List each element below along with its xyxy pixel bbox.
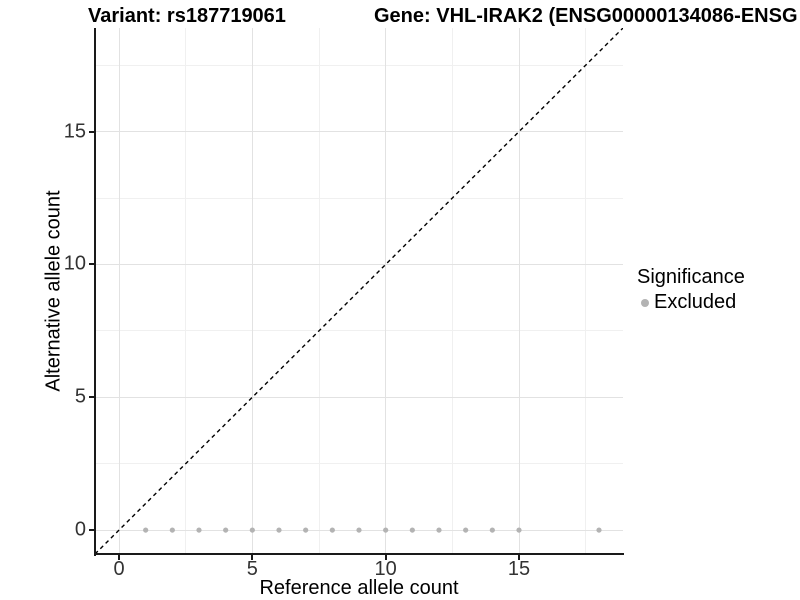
gridline-minor-horizontal [95,330,623,332]
x-axis-tick [518,555,520,560]
data-point [143,527,149,533]
gridline-major-vertical [118,28,120,554]
x-axis-title: Reference allele count [259,577,459,599]
data-point [383,527,389,533]
gridline-major-vertical [385,28,387,554]
legend: Significance Excluded [637,266,745,314]
y-axis-tick [89,130,94,133]
data-point [329,527,335,533]
data-point [196,527,202,533]
data-point [169,527,175,533]
y-axis-tick-label: 15 [63,120,86,143]
plot-title-variant: Variant: rs187719061 [88,5,286,27]
data-point [409,527,415,533]
x-axis-tick [384,555,387,560]
data-point [596,527,602,533]
gridline-minor-vertical [451,28,453,554]
data-point [356,527,362,533]
x-axis-tick-label: 5 [246,558,258,580]
data-point [516,527,522,533]
x-axis-tick-label: 15 [507,558,531,580]
gridline-major-vertical [251,28,253,554]
y-axis-title: Alternative allele count [42,190,65,392]
gridline-major-horizontal [95,396,623,398]
plot-title-gene: Gene: VHL-IRAK2 (ENSG00000134086-ENSG [374,5,798,27]
gridline-minor-vertical [585,28,587,554]
x-axis-tick [118,555,120,560]
legend-title: Significance [637,266,745,288]
identity-line [95,28,623,554]
data-point [436,527,442,533]
gridline-minor-vertical [185,28,187,554]
legend-entry-excluded: Excluded [637,291,745,314]
x-axis-line [94,553,624,555]
gridline-minor-vertical [318,28,320,554]
plot-area-svg [95,28,623,554]
gridline-minor-horizontal [95,463,623,465]
x-axis-tick [251,555,254,560]
gridline-major-horizontal [95,131,623,133]
data-point [489,527,495,533]
y-axis-tick-label: 5 [74,385,86,408]
x-axis-tick-label: 0 [113,558,125,580]
excluded-point-icon [641,298,649,307]
data-point [276,527,282,533]
x-axis-tick-label: 10 [374,558,397,580]
y-axis-tick-label: 10 [63,252,86,275]
plot-panel [95,28,623,554]
y-axis-tick [89,263,94,266]
gridline-major-vertical [518,28,520,554]
data-point [303,527,309,533]
gridline-minor-horizontal [95,64,623,66]
y-axis-tick [89,529,94,532]
data-point [223,527,229,533]
gridline-minor-horizontal [95,197,623,199]
y-axis-line [94,28,96,556]
data-point [249,527,255,533]
y-axis-tick-label: 0 [74,518,86,541]
legend-entry-label: Excluded [654,291,737,313]
y-axis-tick [89,396,94,399]
gridline-major-horizontal [95,263,623,265]
data-point [463,527,469,533]
